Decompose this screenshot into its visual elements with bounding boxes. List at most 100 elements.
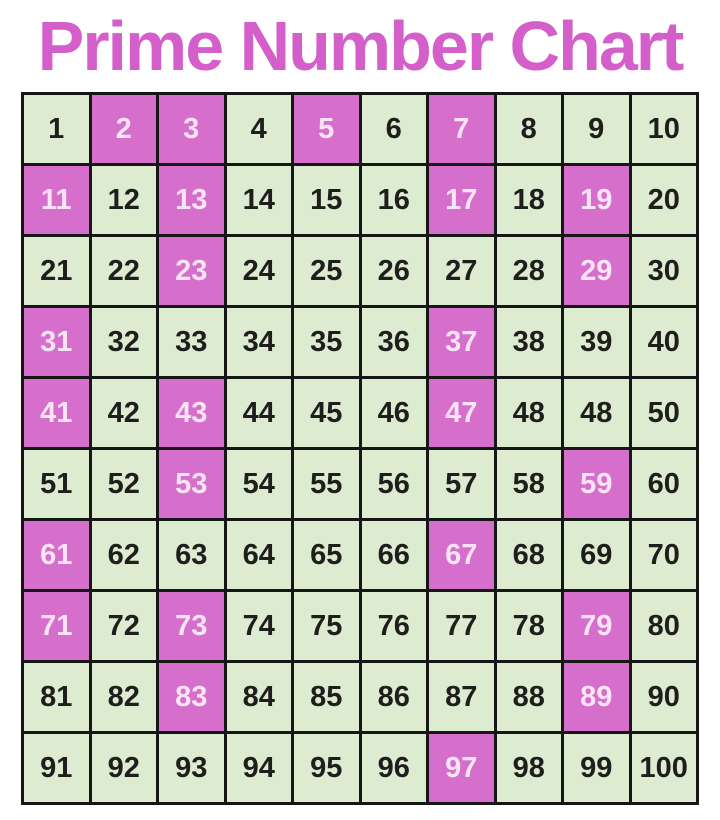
grid-cell-r8c8: 78 bbox=[496, 592, 561, 660]
grid-cell-r5c2: 42 bbox=[91, 379, 156, 447]
grid-cell-r2c2: 12 bbox=[91, 166, 156, 234]
grid-cell-r3c8: 28 bbox=[496, 237, 561, 305]
grid-cell-r4c1: 31 bbox=[24, 308, 89, 376]
grid-cell-r6c4: 54 bbox=[226, 450, 291, 518]
grid-cell-r8c9: 79 bbox=[564, 592, 629, 660]
grid-cell-r9c1: 81 bbox=[24, 663, 89, 731]
grid-cell-r8c2: 72 bbox=[91, 592, 156, 660]
grid-cell-r8c1: 71 bbox=[24, 592, 89, 660]
grid-cell-r6c7: 57 bbox=[429, 450, 494, 518]
grid-cell-r5c6: 46 bbox=[361, 379, 426, 447]
grid-cell-r9c9: 89 bbox=[564, 663, 629, 731]
grid-cell-r3c3: 23 bbox=[159, 237, 224, 305]
grid-cell-r3c2: 22 bbox=[91, 237, 156, 305]
grid-cell-r10c6: 96 bbox=[361, 734, 426, 802]
grid-cell-r1c10: 10 bbox=[631, 95, 696, 163]
grid-cell-r4c9: 39 bbox=[564, 308, 629, 376]
grid-cell-r1c8: 8 bbox=[496, 95, 561, 163]
grid-cell-r8c4: 74 bbox=[226, 592, 291, 660]
grid-cell-r9c3: 83 bbox=[159, 663, 224, 731]
grid-cell-r10c1: 91 bbox=[24, 734, 89, 802]
grid-cell-r5c1: 41 bbox=[24, 379, 89, 447]
grid-cell-r6c9: 59 bbox=[564, 450, 629, 518]
grid-cell-r9c7: 87 bbox=[429, 663, 494, 731]
grid-cell-r2c7: 17 bbox=[429, 166, 494, 234]
grid-cell-r5c10: 50 bbox=[631, 379, 696, 447]
grid-cell-r6c6: 56 bbox=[361, 450, 426, 518]
grid-cell-r3c6: 26 bbox=[361, 237, 426, 305]
grid-cell-r5c5: 45 bbox=[294, 379, 359, 447]
grid-cell-r6c1: 51 bbox=[24, 450, 89, 518]
grid-cell-r9c5: 85 bbox=[294, 663, 359, 731]
grid-cell-r9c4: 84 bbox=[226, 663, 291, 731]
grid-cell-r7c5: 65 bbox=[294, 521, 359, 589]
grid-cell-r10c9: 99 bbox=[564, 734, 629, 802]
grid-cell-r8c6: 76 bbox=[361, 592, 426, 660]
grid-cell-r7c9: 69 bbox=[564, 521, 629, 589]
grid-cell-r5c3: 43 bbox=[159, 379, 224, 447]
grid-cell-r1c3: 3 bbox=[159, 95, 224, 163]
grid-cell-r10c8: 98 bbox=[496, 734, 561, 802]
grid-cell-r2c1: 11 bbox=[24, 166, 89, 234]
grid-cell-r4c4: 34 bbox=[226, 308, 291, 376]
grid-cell-r2c6: 16 bbox=[361, 166, 426, 234]
grid-cell-r1c2: 2 bbox=[91, 95, 156, 163]
grid-cell-r1c4: 4 bbox=[226, 95, 291, 163]
grid-cell-r10c4: 94 bbox=[226, 734, 291, 802]
grid-cell-r7c2: 62 bbox=[91, 521, 156, 589]
grid-cell-r7c10: 70 bbox=[631, 521, 696, 589]
grid-cell-r3c7: 27 bbox=[429, 237, 494, 305]
grid-cell-r2c4: 14 bbox=[226, 166, 291, 234]
grid-cell-r10c5: 95 bbox=[294, 734, 359, 802]
grid-cell-r6c10: 60 bbox=[631, 450, 696, 518]
grid-cell-r7c1: 61 bbox=[24, 521, 89, 589]
grid-cell-r10c10: 100 bbox=[631, 734, 696, 802]
grid-cell-r9c10: 90 bbox=[631, 663, 696, 731]
grid-cell-r4c3: 33 bbox=[159, 308, 224, 376]
page-title: Prime Number Chart bbox=[37, 7, 685, 85]
grid-cell-r4c7: 37 bbox=[429, 308, 494, 376]
grid-cell-r4c5: 35 bbox=[294, 308, 359, 376]
grid-cell-r7c8: 68 bbox=[496, 521, 561, 589]
grid-cell-r3c4: 24 bbox=[226, 237, 291, 305]
grid-cell-r9c2: 82 bbox=[91, 663, 156, 731]
grid-cell-r7c7: 67 bbox=[429, 521, 494, 589]
grid-cell-r5c7: 47 bbox=[429, 379, 494, 447]
grid-cell-r7c4: 64 bbox=[226, 521, 291, 589]
grid-cell-r6c3: 53 bbox=[159, 450, 224, 518]
grid-cell-r8c10: 80 bbox=[631, 592, 696, 660]
grid-cell-r6c8: 58 bbox=[496, 450, 561, 518]
grid-cell-r10c2: 92 bbox=[91, 734, 156, 802]
grid-cell-r4c6: 36 bbox=[361, 308, 426, 376]
grid-cell-r2c10: 20 bbox=[631, 166, 696, 234]
grid-cell-r6c5: 55 bbox=[294, 450, 359, 518]
grid-cell-r5c8: 48 bbox=[496, 379, 561, 447]
grid-cell-r3c9: 29 bbox=[564, 237, 629, 305]
grid-cell-r9c6: 86 bbox=[361, 663, 426, 731]
grid-cell-r3c5: 25 bbox=[294, 237, 359, 305]
grid-cell-r2c9: 19 bbox=[564, 166, 629, 234]
grid-cell-r1c6: 6 bbox=[361, 95, 426, 163]
grid-cell-r4c10: 40 bbox=[631, 308, 696, 376]
grid-cell-r8c7: 77 bbox=[429, 592, 494, 660]
grid-cell-r2c3: 13 bbox=[159, 166, 224, 234]
grid-cell-r7c3: 63 bbox=[159, 521, 224, 589]
number-grid: 1 2 3 4 5 6 7 8 9 10 11 12 13 14 15 16 17 18 19 20 21 22 23 24 2… bbox=[21, 92, 699, 805]
grid-cell-r10c3: 93 bbox=[159, 734, 224, 802]
grid-cell-r1c1: 1 bbox=[24, 95, 89, 163]
grid-cell-r1c5: 5 bbox=[294, 95, 359, 163]
grid-cell-r8c3: 73 bbox=[159, 592, 224, 660]
grid-cell-r4c8: 38 bbox=[496, 308, 561, 376]
grid-cell-r5c4: 44 bbox=[226, 379, 291, 447]
grid-cell-r5c9: 48 bbox=[564, 379, 629, 447]
grid-cell-r4c2: 32 bbox=[91, 308, 156, 376]
grid-cell-r2c8: 18 bbox=[496, 166, 561, 234]
grid-cell-r3c1: 21 bbox=[24, 237, 89, 305]
grid-cell-r8c5: 75 bbox=[294, 592, 359, 660]
grid-cell-r2c5: 15 bbox=[294, 166, 359, 234]
grid-cell-r9c8: 88 bbox=[496, 663, 561, 731]
grid-cell-r10c7: 97 bbox=[429, 734, 494, 802]
grid-cell-r6c2: 52 bbox=[91, 450, 156, 518]
grid-cell-r1c7: 7 bbox=[429, 95, 494, 163]
